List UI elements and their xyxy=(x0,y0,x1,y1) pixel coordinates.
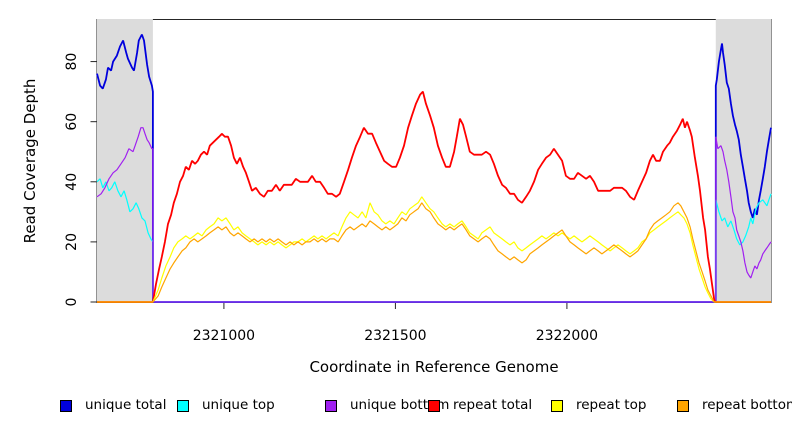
series-line-repeat-bottom xyxy=(97,202,771,303)
shaded-region-left xyxy=(97,19,153,302)
x-axis-title: Coordinate in Reference Genome xyxy=(309,358,559,376)
y-axis-title: Read Coverage Depth xyxy=(21,78,39,244)
y-tick-label: 40 xyxy=(64,173,80,191)
x-tick-label: 2321500 xyxy=(364,328,426,344)
x-tick-label: 2321000 xyxy=(193,328,255,344)
x-tick-label: 2322000 xyxy=(536,328,598,344)
y-tick-label: 20 xyxy=(64,233,80,251)
series-line-unique-bottom xyxy=(96,127,772,303)
series-line-unique-total xyxy=(96,34,772,303)
series-line-repeat-total xyxy=(97,90,771,303)
y-tick-label: 60 xyxy=(64,113,80,131)
y-tick-label: 0 xyxy=(64,298,80,307)
series-line-unique-top xyxy=(96,178,772,303)
y-tick-label: 80 xyxy=(64,53,80,71)
series-line-repeat-top xyxy=(97,196,771,303)
